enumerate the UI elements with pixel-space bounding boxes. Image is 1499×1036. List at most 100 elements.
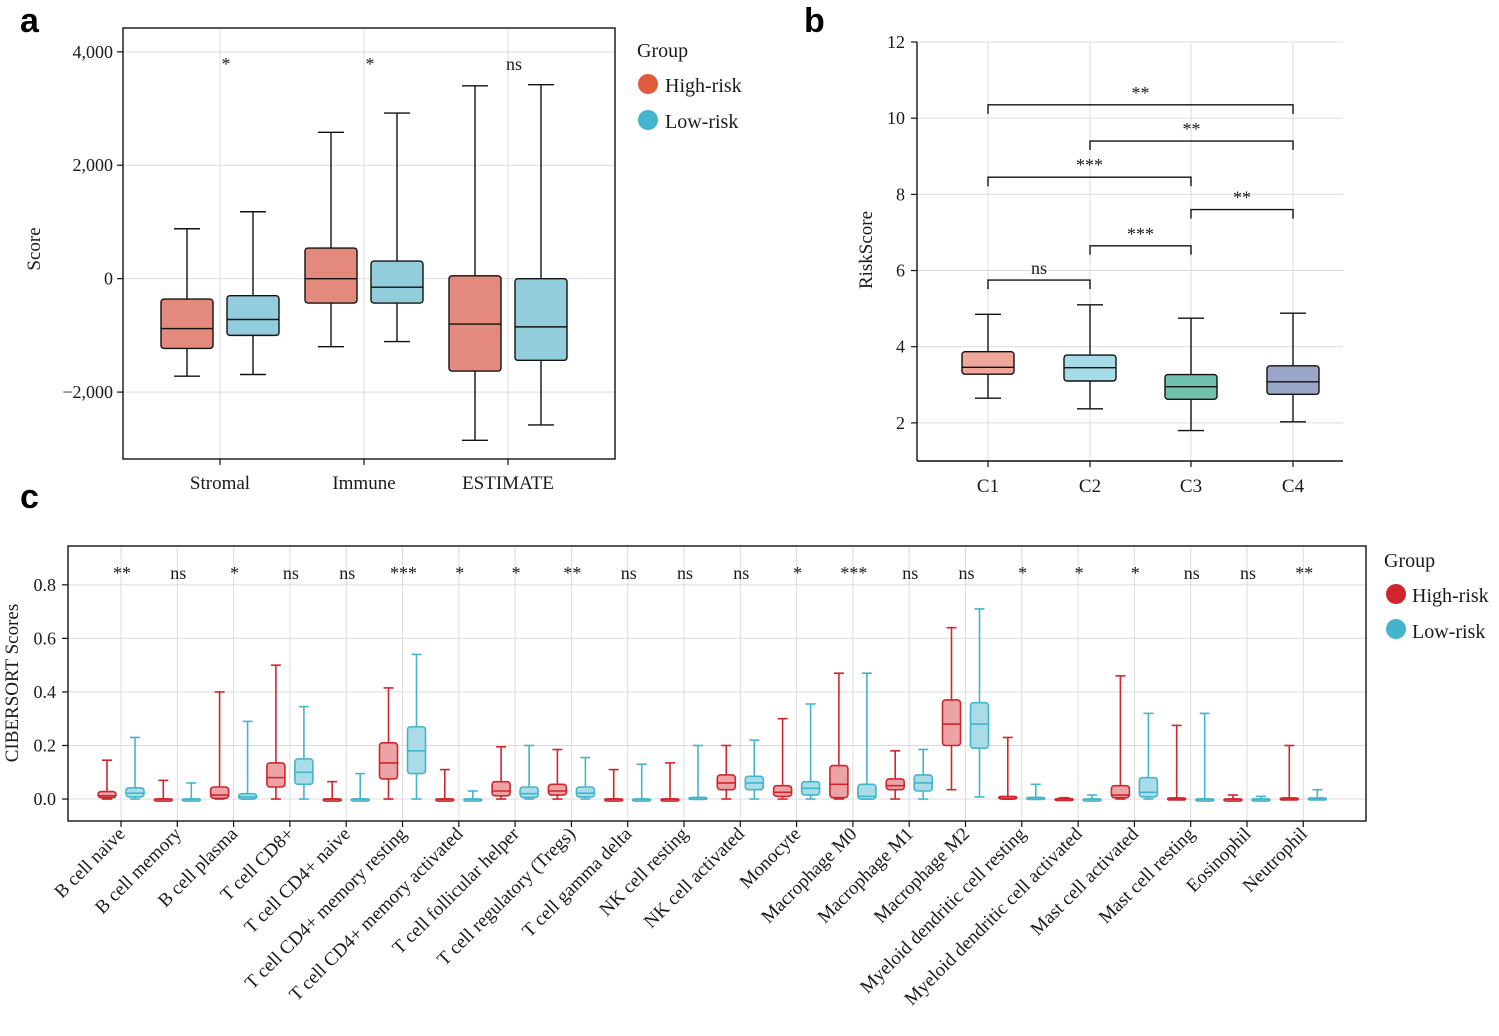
panel-c-box-low-risk-7-iqr-box <box>519 786 539 799</box>
panel-c-legend-high-risk-label: High-risk <box>1412 585 1489 607</box>
panel-label-b: b <box>804 2 825 40</box>
panel-c-x-tick-label-11: NK cell activated <box>640 823 749 932</box>
panel-a-significance-1: * <box>366 54 375 74</box>
panel-c-significance-21: ** <box>1295 563 1313 583</box>
panel-c-box-high-risk-21 <box>1279 744 1300 801</box>
panel-c-box-high-risk-10 <box>660 762 680 802</box>
panel-a-box-low-risk-0 <box>226 211 280 376</box>
panel-c-box-high-risk-20 <box>1223 794 1243 802</box>
panel-c-box-low-risk-6 <box>462 790 483 802</box>
panel-c-x-tick-label-13: Macrophage M0 <box>757 824 861 928</box>
panel-a-y-tick-label-2: 0 <box>104 269 113 289</box>
panel-a-box-low-risk-1 <box>370 112 424 343</box>
panel-a-legend-high-risk-marker <box>638 74 658 94</box>
panel-c-significance-13: *** <box>840 563 867 583</box>
panel-a-significance-0: * <box>222 54 231 74</box>
panel-c-significance-2: * <box>230 563 239 583</box>
panel-b-y-tick-label-4: 10 <box>887 108 905 128</box>
panel-b-bracket-0 <box>987 279 1091 290</box>
panel-a-x-tick-label-2: ESTIMATE <box>462 473 554 494</box>
panel-c-significance-5: *** <box>390 563 417 583</box>
panel-c-box-low-risk-2 <box>237 720 258 800</box>
panel-c-box-high-risk-1 <box>153 779 174 802</box>
panel-c-box-low-risk-8-iqr-box <box>575 786 596 798</box>
panel-c-box-high-risk-9 <box>603 768 624 802</box>
panel-a-box-low-risk-2-iqr-box <box>514 277 568 362</box>
panel-c-box-low-risk-18-iqr-box <box>1138 776 1159 798</box>
panel-c-box-high-risk-7-iqr-box <box>491 780 511 797</box>
panel-c-box-high-risk-0-iqr-box <box>97 790 117 799</box>
panel-c-box-low-risk-0 <box>125 736 145 800</box>
panel-b-y-tick-label-2: 6 <box>896 261 905 281</box>
panel-c-box-low-risk-5 <box>406 653 427 800</box>
panel-c-box-high-risk-5 <box>378 687 399 800</box>
panel-b-bracket-label-4: ** <box>1183 119 1201 139</box>
panel-c-box-high-risk-18 <box>1110 675 1131 800</box>
panel-c-box-high-risk-13-iqr-box <box>829 764 849 799</box>
panel-c-y-tick-label-2: 0.4 <box>34 682 57 702</box>
panel-c-y-tick-label-4: 0.8 <box>34 575 57 595</box>
panel-b-box-c1 <box>961 313 1015 399</box>
panel-c-significance-20: ns <box>1240 563 1256 583</box>
panel-c-box-high-risk-19 <box>1166 724 1187 801</box>
panel-c-box-low-risk-13-iqr-box <box>857 783 877 800</box>
panel-c-box-low-risk-13 <box>857 672 877 800</box>
panel-b-box-c2 <box>1063 304 1117 410</box>
panel-b-x-tick-label-0: C1 <box>977 476 999 497</box>
panel-c-box-low-risk-15-iqr-box <box>969 701 990 749</box>
panel-c-legend-title: Group <box>1384 550 1435 572</box>
panel-c-significance-3: ns <box>283 563 299 583</box>
panel-c-box-high-risk-18-iqr-box <box>1110 784 1131 799</box>
panel-c-box-low-risk-9 <box>631 763 652 802</box>
panel-c-y-tick-label-3: 0.6 <box>34 628 57 648</box>
panel-c-box-high-risk-14 <box>885 750 906 800</box>
panel-b-bracket-label-3: *** <box>1076 155 1103 175</box>
panel-b-bracket-label-0: ns <box>1031 258 1047 278</box>
panel-c-box-high-risk-8-iqr-box <box>547 783 568 796</box>
panel-a-y-tick-label-0: 4,000 <box>73 42 114 62</box>
panel-a-y-tick-label-3: −2,000 <box>62 382 113 402</box>
panel-c-legend-low-risk-marker <box>1386 619 1406 639</box>
panel-c-box-high-risk-3-iqr-box <box>266 762 286 788</box>
panel-c-significance-17: * <box>1075 563 1084 583</box>
panel-b-box-c4-iqr-box <box>1266 365 1320 396</box>
panel-b-bracket-label-1: *** <box>1127 224 1154 244</box>
panel-c-significance-18: * <box>1131 563 1140 583</box>
panel-c-box-low-risk-10 <box>688 744 708 801</box>
panel-c-box-high-risk-7 <box>491 746 511 800</box>
panel-c-box-low-risk-11 <box>744 739 765 800</box>
panel-a-box-high-risk-0 <box>160 228 214 377</box>
panel-c-significance-4: ns <box>339 563 355 583</box>
panel-a-box-low-risk-0-iqr-box <box>226 294 280 337</box>
panel-c-box-low-risk-3 <box>294 705 314 800</box>
panel-b-bracket-1 <box>1089 245 1192 255</box>
panel-c-box-high-risk-15 <box>941 626 962 791</box>
panel-c-box-low-risk-16 <box>1026 783 1046 801</box>
panel-c-box-low-risk-19 <box>1194 712 1215 802</box>
panel-c-box-high-risk-12 <box>772 717 793 800</box>
panel-a-x-tick-label-1: Immune <box>332 473 395 494</box>
panel-label-a: a <box>20 2 40 40</box>
panel-c-significance-10: ns <box>677 563 693 583</box>
panel-a-box-low-risk-1-iqr-box <box>370 260 424 304</box>
panel-b-bracket-label-5: ** <box>1132 83 1150 103</box>
panel-b-y-tick-label-0: 2 <box>896 413 905 433</box>
panel-c-significance-15: ns <box>958 563 974 583</box>
panel-c-plot-frame <box>67 545 1367 822</box>
panel-c-box-high-risk-14-iqr-box <box>885 778 906 791</box>
panel-c-box-high-risk-11 <box>716 744 737 800</box>
panel-b-bracket-label-2: ** <box>1233 188 1251 208</box>
panel-a-legend-low-risk-marker <box>638 110 658 130</box>
panel-a-legend-high-risk-label: High-risk <box>665 75 742 97</box>
panel-c-significance-9: ns <box>621 563 637 583</box>
panel-b-y-tick-label-1: 4 <box>896 337 905 357</box>
panel-c-significance-8: ** <box>563 563 581 583</box>
panel-b-bracket-4 <box>1089 140 1294 151</box>
panel-c-significance-11: ns <box>733 563 749 583</box>
panel-b-box-c3 <box>1164 317 1218 432</box>
panel-c-box-high-risk-3 <box>266 664 286 800</box>
panel-b-box-c4 <box>1266 312 1320 423</box>
panel-c-y-tick-label-1: 0.2 <box>34 735 57 755</box>
